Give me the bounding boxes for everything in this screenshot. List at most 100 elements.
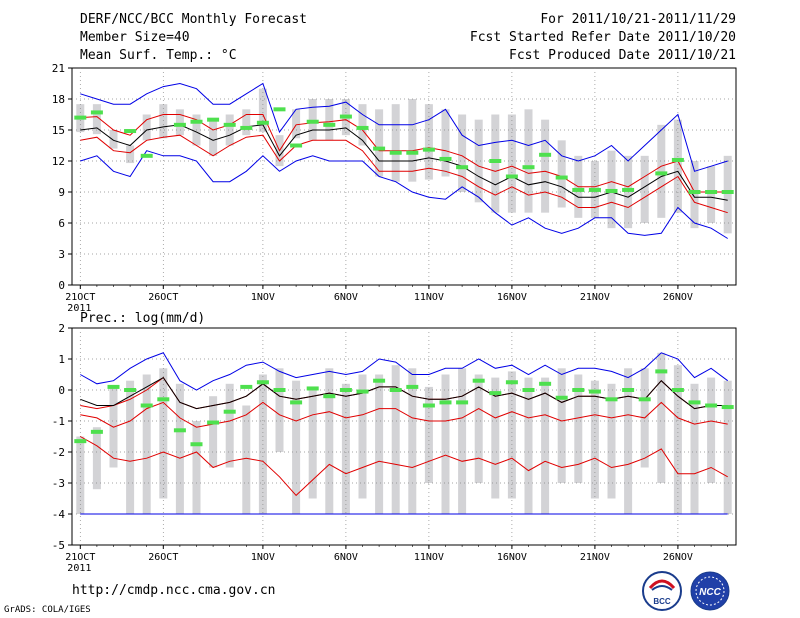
prec-blue-max-line <box>80 352 728 391</box>
temp-median-marker-5 <box>190 119 203 124</box>
temp-year-label: 2011 <box>67 303 91 314</box>
temp-box-8 <box>209 119 218 156</box>
temp-median-marker-9 <box>256 120 269 125</box>
temp-box-13 <box>292 109 301 139</box>
prec-median-marker-24 <box>472 378 485 383</box>
prec-box-20 <box>408 368 417 514</box>
temp-box-17 <box>358 104 367 146</box>
prec-xtick-label-5: 16NOV <box>497 552 527 563</box>
prec-box-5 <box>159 368 168 499</box>
prec-median-marker-13 <box>290 400 303 405</box>
temp-median-marker-30 <box>622 187 635 192</box>
prec-median-marker-3 <box>124 388 137 392</box>
source-url[interactable]: http://cmdp.ncc.cma.gov.cn <box>72 583 276 598</box>
temp-median-marker-1 <box>90 110 103 115</box>
produced-date: Fcst Produced Date 2011/10/21 <box>509 48 736 63</box>
prec-box-21 <box>424 386 433 483</box>
prec-box-22 <box>441 374 450 514</box>
prec-xtick-label-0: 21OCT <box>65 552 95 563</box>
prec-panel-title: Prec.: log(mm/d) <box>80 311 205 326</box>
prec-box-6 <box>175 383 184 514</box>
prec-ytick-label-4: -1 <box>52 415 65 428</box>
temp-box-21 <box>424 104 433 180</box>
temp-median-marker-8 <box>240 125 253 130</box>
temp-box-37 <box>690 161 699 229</box>
agency-logos: BCC NCC <box>642 571 730 611</box>
temp-xtick-label-5: 16NOV <box>497 292 527 303</box>
temp-blue-min-line <box>80 150 728 239</box>
temp-median-marker-34 <box>705 190 718 194</box>
temp-box-26 <box>507 114 516 213</box>
prec-box-28 <box>541 377 550 514</box>
prec-box-9 <box>225 383 234 468</box>
prec-panel: -5 -4 -3 -2 -1 0 1 2 21OCT 26OCT 1NOV 6NOV 11NOV 16NO… <box>52 322 737 574</box>
temp-median-marker-27 <box>572 187 585 192</box>
prec-median-marker-29 <box>555 395 568 400</box>
temp-median-marker-7 <box>223 122 236 127</box>
ncc-logo: NCC <box>690 571 730 611</box>
prec-median-marker-21 <box>422 403 435 408</box>
temp-xtick-label-6: 21NOV <box>580 292 610 303</box>
temp-xtick-label-2: 1NOV <box>251 292 275 303</box>
prec-box-13 <box>292 380 301 514</box>
temp-xtick-label-3: 6NOV <box>334 292 358 303</box>
prec-ensemble-mean-line <box>80 376 728 410</box>
prec-box-3 <box>126 380 135 514</box>
prec-red-min-line <box>80 436 728 497</box>
prec-median-marker-5 <box>157 397 170 402</box>
temp-median-marker-18 <box>406 150 419 155</box>
temp-blue-max-line <box>80 82 728 172</box>
prec-median-marker-12 <box>273 388 286 392</box>
temp-median-marker-11 <box>290 143 303 148</box>
prec-xtick-label-4: 11NOV <box>414 552 444 563</box>
prec-median-marker-1 <box>90 429 103 434</box>
prec-box-23 <box>458 368 467 514</box>
prec-median-marker-15 <box>323 394 336 399</box>
prec-median-marker-26 <box>505 380 518 385</box>
temp-median-marker-16 <box>373 146 386 151</box>
prec-box-32 <box>607 383 616 499</box>
prec-median-marker-32 <box>605 397 618 402</box>
prec-box-39 <box>723 380 732 514</box>
prec-ytick-label-6: 1 <box>58 353 65 366</box>
temp-xtick-label-4: 11NOV <box>414 292 444 303</box>
prec-median-marker-36 <box>671 388 684 392</box>
temp-box-5 <box>159 104 168 139</box>
temp-box-14 <box>308 99 317 141</box>
refer-date: Fcst Started Refer Date 2011/10/20 <box>469 30 736 45</box>
temp-median-marker-22 <box>489 159 502 163</box>
temp-ytick-label-5: 15 <box>52 124 65 137</box>
prec-box-38 <box>707 377 716 483</box>
temp-median-marker-28 <box>588 187 601 192</box>
temp-red-upper-line <box>80 114 728 193</box>
temp-box-6 <box>175 109 184 136</box>
prec-box-12 <box>275 368 284 452</box>
prec-box-29 <box>557 368 566 483</box>
temp-median-marker-35 <box>721 190 734 194</box>
prec-box-18 <box>375 374 384 514</box>
temp-box-36 <box>673 119 682 213</box>
prec-xtick-label-6: 21NOV <box>580 552 610 563</box>
prec-median-marker-34 <box>638 397 651 402</box>
prec-ytick-label-5: 0 <box>58 384 65 397</box>
prec-median-marker-38 <box>705 403 718 408</box>
temp-box-38 <box>707 166 716 223</box>
temp-ytick-label-1: 3 <box>58 248 65 261</box>
temp-median-marker-19 <box>422 147 435 152</box>
prec-median-marker-22 <box>439 400 452 405</box>
prec-box-10 <box>242 405 251 514</box>
prec-box-31 <box>590 380 599 499</box>
bcc-logo: BCC <box>642 571 682 611</box>
prec-median-marker-33 <box>622 388 635 392</box>
temp-box-28 <box>541 119 550 213</box>
temp-box-18 <box>375 109 384 177</box>
prec-median-marker-37 <box>688 400 701 405</box>
prec-box-4 <box>142 374 151 514</box>
temp-median-marker-12 <box>306 119 319 124</box>
prec-xtick-label-3: 6NOV <box>334 552 358 563</box>
temp-box-11 <box>258 88 267 133</box>
temp-median-marker-20 <box>439 156 452 161</box>
prec-box-17 <box>358 374 367 499</box>
chart-title: DERF/NCC/BCC Monthly Forecast <box>80 12 307 27</box>
ncc-logo-text: NCC <box>699 587 721 598</box>
